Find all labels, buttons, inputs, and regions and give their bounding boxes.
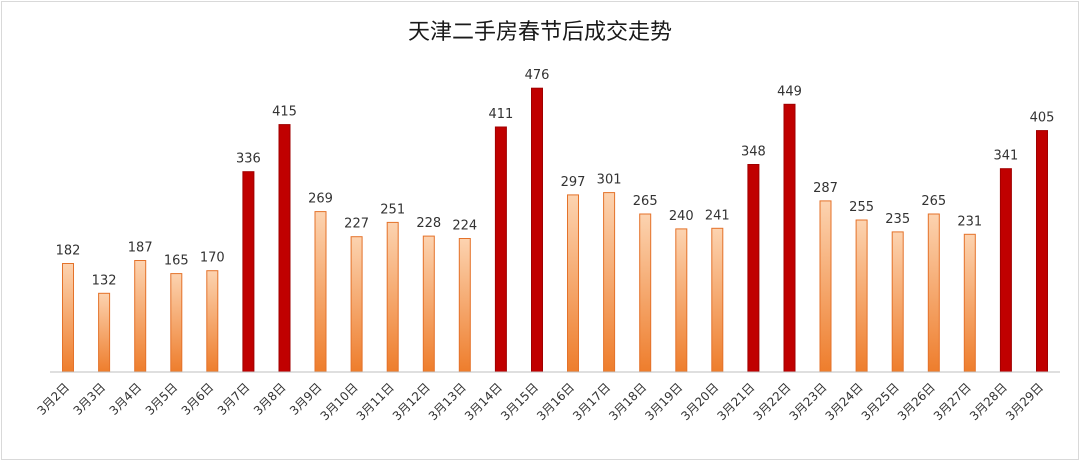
data-label-13: 411 bbox=[488, 107, 513, 122]
bar-1 bbox=[62, 263, 74, 373]
bar-22 bbox=[819, 200, 832, 373]
bar-20 bbox=[747, 164, 760, 373]
x-tick-label-16: 3月17日 bbox=[570, 380, 613, 423]
bar-28 bbox=[1036, 130, 1048, 373]
bar-15 bbox=[567, 194, 579, 373]
bar-10 bbox=[386, 221, 399, 373]
bar-19 bbox=[711, 227, 724, 373]
bar-8 bbox=[314, 211, 327, 373]
bar-3 bbox=[134, 260, 147, 373]
bar-14 bbox=[531, 87, 543, 373]
x-tick-label-11: 3月12日 bbox=[390, 380, 433, 423]
x-tick-label-23: 3月24日 bbox=[823, 380, 866, 423]
bar-27 bbox=[999, 168, 1012, 373]
bar-9 bbox=[350, 236, 363, 373]
data-label-1: 182 bbox=[56, 244, 81, 259]
data-label-6: 336 bbox=[236, 152, 261, 167]
data-label-3: 187 bbox=[128, 241, 153, 256]
bar-23 bbox=[855, 219, 868, 373]
data-label-18: 240 bbox=[669, 209, 694, 224]
data-label-10: 251 bbox=[380, 202, 405, 217]
bar-7 bbox=[278, 124, 291, 373]
data-label-24: 235 bbox=[885, 212, 910, 227]
data-label-7: 415 bbox=[272, 105, 297, 120]
bar-5 bbox=[206, 270, 219, 373]
bar-21 bbox=[783, 103, 796, 373]
x-tick-label-4: 3月5日 bbox=[143, 380, 181, 418]
data-label-2: 132 bbox=[92, 273, 117, 288]
data-label-26: 231 bbox=[957, 214, 982, 229]
data-label-17: 265 bbox=[633, 194, 658, 209]
x-tick-label-7: 3月8日 bbox=[251, 380, 289, 418]
data-label-11: 228 bbox=[416, 216, 441, 231]
x-tick-label-15: 3月16日 bbox=[534, 380, 577, 423]
data-label-19: 241 bbox=[705, 208, 730, 223]
x-tick-label-26: 3月27日 bbox=[931, 380, 974, 423]
x-tick-label-27: 3月28日 bbox=[967, 380, 1010, 423]
data-label-28: 405 bbox=[1030, 111, 1055, 126]
bar-25 bbox=[927, 213, 940, 373]
data-label-16: 301 bbox=[597, 173, 622, 188]
bar-17 bbox=[639, 213, 652, 373]
x-tick-label-14: 3月15日 bbox=[498, 380, 541, 423]
data-label-20: 348 bbox=[741, 145, 766, 160]
x-tick-label-20: 3月21日 bbox=[714, 380, 757, 423]
bar-18 bbox=[675, 228, 688, 373]
x-tick-label-28: 3月29日 bbox=[1003, 380, 1046, 423]
bar-6 bbox=[242, 171, 255, 373]
bar-11 bbox=[422, 235, 435, 373]
bar-4 bbox=[170, 273, 183, 373]
data-label-12: 224 bbox=[452, 219, 477, 234]
x-tick-label-13: 3月14日 bbox=[462, 380, 505, 423]
x-tick-label-21: 3月22日 bbox=[751, 380, 794, 423]
x-tick-label-9: 3月10日 bbox=[318, 380, 361, 423]
x-tick-label-3: 3月4日 bbox=[107, 380, 145, 418]
data-label-4: 165 bbox=[164, 254, 189, 269]
data-label-5: 170 bbox=[200, 251, 225, 266]
x-tick-label-10: 3月11日 bbox=[354, 380, 397, 423]
chart-title: 天津二手房春节后成交走势 bbox=[407, 20, 672, 45]
data-label-15: 297 bbox=[561, 175, 586, 190]
x-tick-label-1: 3月2日 bbox=[34, 380, 72, 418]
x-tick-label-17: 3月18日 bbox=[606, 380, 649, 423]
bar-13 bbox=[494, 126, 507, 373]
x-tick-label-25: 3月26日 bbox=[895, 380, 938, 423]
bar-24 bbox=[891, 231, 904, 373]
data-label-21: 449 bbox=[777, 84, 802, 99]
x-tick-label-24: 3月25日 bbox=[859, 380, 902, 423]
x-tick-label-6: 3月7日 bbox=[215, 380, 253, 418]
bar-16 bbox=[603, 192, 616, 373]
x-tick-label-18: 3月19日 bbox=[642, 380, 685, 423]
data-label-25: 265 bbox=[921, 194, 946, 209]
data-label-8: 269 bbox=[308, 192, 333, 207]
bar-12 bbox=[458, 238, 471, 373]
data-label-9: 227 bbox=[344, 217, 369, 232]
x-tick-label-12: 3月13日 bbox=[426, 380, 469, 423]
x-tick-label-19: 3月20日 bbox=[678, 380, 721, 423]
x-tick-label-2: 3月3日 bbox=[71, 380, 109, 418]
data-label-22: 287 bbox=[813, 181, 838, 196]
x-tick-label-5: 3月6日 bbox=[179, 380, 217, 418]
bar-26 bbox=[963, 233, 976, 373]
data-label-23: 255 bbox=[849, 200, 874, 215]
data-label-14: 476 bbox=[525, 68, 550, 83]
bar-2 bbox=[98, 292, 111, 373]
data-label-27: 341 bbox=[993, 149, 1018, 164]
x-tick-label-22: 3月23日 bbox=[787, 380, 830, 423]
